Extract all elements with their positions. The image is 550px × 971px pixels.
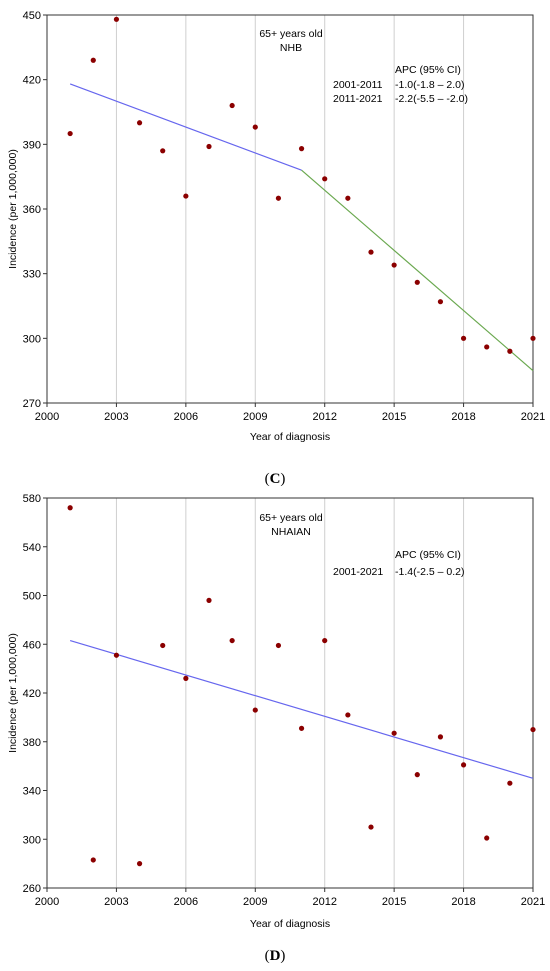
y-tick-label: 330 <box>23 269 41 281</box>
data-point <box>484 344 490 350</box>
apc-period: 2011-2021 <box>333 93 383 105</box>
y-tick-label: 260 <box>23 883 41 895</box>
y-tick-label: 340 <box>23 786 41 798</box>
data-point <box>160 642 166 649</box>
data-point <box>113 652 120 658</box>
data-point <box>298 725 305 731</box>
data-point <box>322 176 328 182</box>
data-point <box>275 195 282 201</box>
x-tick-label: 2009 <box>243 411 267 423</box>
data-point <box>414 279 420 285</box>
x-axis-label: Year of diagnosis <box>250 431 330 443</box>
x-tick-label: 2000 <box>35 896 59 908</box>
x-tick-label: 2012 <box>312 896 336 908</box>
y-tick-label: 540 <box>23 542 41 554</box>
data-point <box>391 262 397 268</box>
chart-panel-c: 2000 2003 2006 2009 2012 2015 2018 2021 270 300 33… <box>7 10 545 487</box>
data-point <box>298 146 305 152</box>
data-point <box>530 335 536 341</box>
annotation-group: NHAIAN <box>271 526 311 538</box>
data-point <box>206 143 212 150</box>
apc-period: 2001-2021 <box>333 566 383 578</box>
y-axis-label: Incidence (per 1,000,000) <box>7 633 19 753</box>
trend-line <box>301 169 534 372</box>
data-point <box>160 148 166 154</box>
y-tick-label: 420 <box>23 688 41 700</box>
apc-period: 2001-2011 <box>333 79 383 91</box>
y-tick-label: 360 <box>23 204 41 216</box>
data-point <box>368 824 374 830</box>
data-point <box>322 637 328 644</box>
data-point <box>414 772 420 778</box>
y-tick-label: 300 <box>23 834 41 846</box>
data-point <box>90 857 96 863</box>
x-tick-label: 2009 <box>243 896 267 908</box>
data-point <box>252 124 258 130</box>
x-tick-label: 2000 <box>35 411 59 423</box>
x-tick-label: 2018 <box>451 896 475 908</box>
x-tick-label: 2018 <box>451 411 475 423</box>
x-tick-label: 2021 <box>521 411 545 423</box>
trend-line <box>69 640 534 779</box>
x-tick-label: 2006 <box>174 896 198 908</box>
panel-label: (D) <box>265 948 286 964</box>
data-point <box>252 707 258 713</box>
data-point <box>460 335 467 341</box>
y-tick-label: 500 <box>23 591 41 603</box>
apc-value: -1.4(-2.5 – 0.2) <box>395 566 464 578</box>
x-tick-label: 2012 <box>312 411 336 423</box>
data-point <box>484 835 490 841</box>
data-point <box>368 249 374 255</box>
annotation-title: 65+ years old <box>259 512 322 524</box>
x-tick-label: 2003 <box>104 896 128 908</box>
data-point <box>113 16 120 22</box>
data-point <box>507 348 513 354</box>
x-axis-label: Year of diagnosis <box>250 918 330 930</box>
y-tick-label: 420 <box>23 75 41 87</box>
apc-header: APC (95% CI) <box>395 549 461 561</box>
data-point <box>67 505 73 511</box>
apc-value: -1.0(-1.8 – 2.0) <box>395 79 464 91</box>
x-tick-label: 2021 <box>521 896 545 908</box>
x-tick-label: 2015 <box>382 896 406 908</box>
data-point <box>507 780 513 786</box>
apc-header: APC (95% CI) <box>395 64 461 76</box>
data-point <box>460 762 467 768</box>
data-point <box>345 195 351 201</box>
data-point <box>437 734 444 740</box>
data-point <box>229 102 235 109</box>
data-point <box>183 675 189 681</box>
y-axis-label: Incidence (per 1,000,000) <box>7 149 19 269</box>
data-point <box>275 642 282 649</box>
annotation-title: 65+ years old <box>259 28 322 40</box>
y-tick-label: 460 <box>23 639 41 651</box>
annotation-group: NHB <box>280 42 302 54</box>
y-tick-label: 390 <box>23 139 41 151</box>
data-point <box>90 57 96 63</box>
y-tick-label: 270 <box>23 398 41 410</box>
chart-panel-d: 2000 2003 2006 2009 2012 2015 2018 2021 260 300 34… <box>7 493 545 964</box>
x-tick-label: 2006 <box>174 411 198 423</box>
trend-line <box>69 83 302 171</box>
data-point <box>183 193 189 199</box>
data-point <box>206 597 212 603</box>
data-point <box>136 861 143 867</box>
data-point <box>67 130 73 137</box>
x-tick-label: 2003 <box>104 411 128 423</box>
y-tick-label: 450 <box>23 10 41 22</box>
panel-label: (C) <box>265 471 286 487</box>
apc-value: -2.2(-5.5 – -2.0) <box>395 93 468 105</box>
data-point <box>136 120 143 126</box>
data-point <box>345 712 351 718</box>
y-tick-label: 300 <box>23 333 41 345</box>
x-tick-label: 2015 <box>382 411 406 423</box>
data-point <box>530 726 536 733</box>
data-point <box>391 730 397 736</box>
y-tick-label: 380 <box>23 737 41 749</box>
data-point <box>437 299 444 305</box>
y-tick-label: 580 <box>23 493 41 505</box>
data-point <box>229 637 235 644</box>
